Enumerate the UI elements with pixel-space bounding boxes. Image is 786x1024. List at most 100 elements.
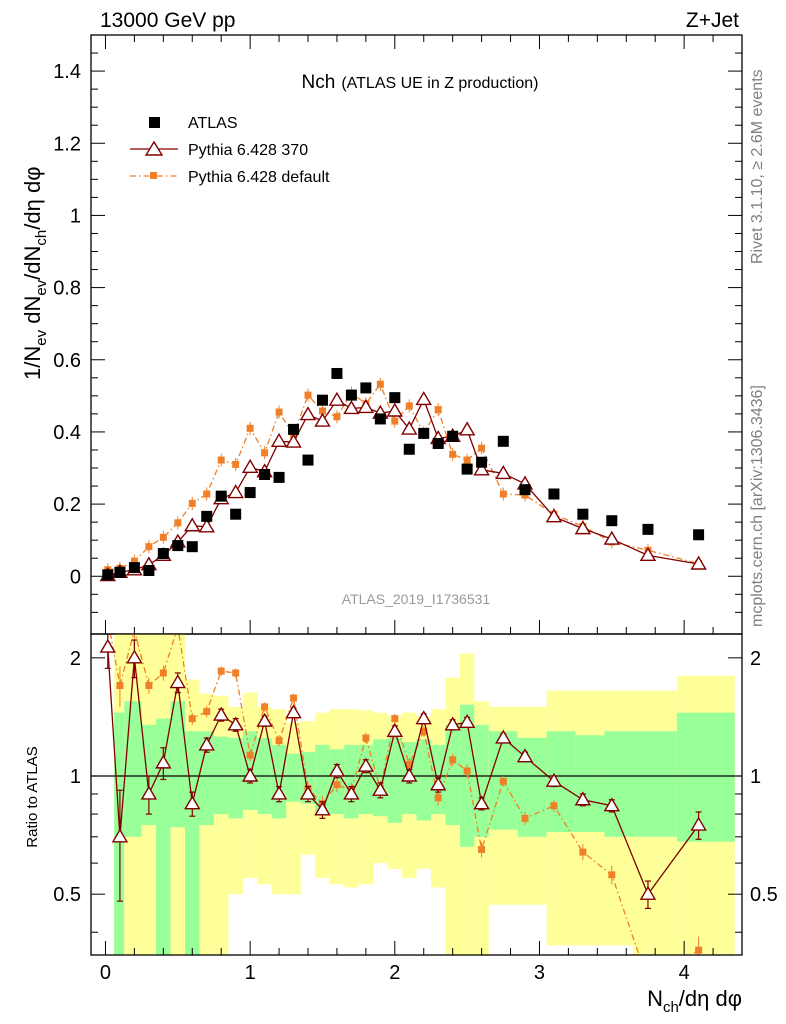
- point-atlas: [172, 540, 184, 552]
- x-tick-label: 1: [245, 962, 256, 984]
- point-pythia-default: [188, 499, 196, 507]
- y-tick-label: 1.4: [53, 61, 81, 83]
- ratio-point-pythia-370: [155, 754, 172, 769]
- point-atlas: [642, 523, 654, 535]
- point-atlas: [497, 435, 509, 447]
- ratio-point-pythia-default: [333, 781, 341, 789]
- point-pythia-default: [130, 557, 138, 565]
- ratio-point-pythia-370: [357, 757, 375, 772]
- ratio-point-pythia-default: [579, 848, 587, 856]
- y-tick-label: 1: [70, 205, 81, 227]
- x-tick-label: 3: [534, 962, 545, 984]
- point-atlas: [288, 423, 300, 435]
- point-pythia-370: [401, 420, 418, 435]
- ratio-point-pythia-default: [174, 623, 181, 630]
- band-green: [286, 753, 301, 802]
- point-atlas: [519, 484, 531, 496]
- point-atlas: [273, 471, 285, 483]
- point-pythia-370: [473, 461, 490, 476]
- ratio-point-pythia-370: [495, 729, 512, 744]
- ratio-point-pythia-default: [217, 667, 225, 675]
- ratio-point-pythia-370: [690, 816, 707, 831]
- point-pythia-370: [386, 402, 404, 417]
- legend-label-pythia-default: Pythia 6.428 default: [188, 169, 330, 186]
- point-pythia-default: [478, 444, 486, 452]
- ratio-point-pythia-370: [574, 791, 592, 806]
- point-atlas: [360, 382, 372, 394]
- band-green: [474, 724, 489, 837]
- main-y-axis: 0 0.2 0.4 0.6 0.8 1 1.2 1.4: [53, 52, 742, 613]
- x-axis-label: Nch/dη dφ: [647, 986, 742, 1016]
- ratio-point-pythia-default: [550, 802, 558, 810]
- ratio-point-pythia-370: [140, 785, 158, 800]
- point-atlas: [693, 529, 705, 541]
- point-pythia-370: [603, 530, 621, 545]
- ratio-point-pythia-370: [241, 767, 259, 782]
- band-yellow: [213, 695, 229, 955]
- point-atlas: [259, 469, 271, 481]
- ratio-point-pythia-default: [261, 703, 269, 711]
- ratio-point-pythia-default: [434, 794, 442, 802]
- point-atlas: [331, 367, 343, 379]
- ratio-point-pythia-default: [362, 734, 370, 742]
- ratio-point-pythia-default: [420, 727, 428, 735]
- ratio-point-pythia-default: [644, 978, 651, 985]
- band-green: [373, 739, 388, 817]
- ratio-point-pythia-370: [401, 767, 418, 782]
- point-atlas: [403, 443, 415, 455]
- ratio-point-pythia-default: [246, 751, 254, 759]
- x-tick-label: 0: [100, 962, 111, 984]
- point-pythia-default: [174, 519, 182, 527]
- ratio-point-pythia-370: [169, 674, 187, 689]
- ratio-y-axis: 0.5 1 2 0.5 1 2: [53, 648, 778, 933]
- point-atlas: [418, 427, 430, 439]
- y-tick-label: 0.4: [53, 422, 81, 444]
- point-pythia-370: [495, 465, 512, 480]
- point-pythia-370: [299, 406, 317, 421]
- point-atlas: [345, 389, 357, 401]
- plot-title: Nch (ATLAS UE in Z production): [302, 72, 539, 93]
- band-green: [604, 731, 634, 837]
- ratio-plot-frame: [90, 633, 743, 956]
- point-pythia-370: [415, 391, 432, 406]
- ratio-y-tick-label-right: 0.5: [750, 884, 778, 906]
- point-atlas: [606, 515, 618, 527]
- point-atlas: [114, 566, 126, 578]
- point-pythia-370: [270, 432, 288, 448]
- process-label: Z+Jet: [686, 9, 739, 32]
- ratio-y-axis-label: Ratio to ATLAS: [24, 746, 41, 847]
- band-green: [199, 731, 214, 826]
- legend-entry-pythia-370: Pythia 6.428 370: [130, 140, 308, 159]
- point-atlas: [432, 437, 444, 449]
- point-pythia-370: [458, 421, 476, 436]
- point-pythia-default: [145, 543, 153, 551]
- point-pythia-default: [275, 408, 283, 416]
- x-tick-label: 4: [679, 962, 690, 984]
- point-pythia-default: [333, 413, 341, 421]
- ratio-point-pythia-370: [639, 885, 657, 900]
- point-atlas: [461, 463, 473, 475]
- ratio-point-pythia-default: [275, 737, 283, 745]
- point-pythia-370: [198, 518, 215, 533]
- ratio-point-pythia-370: [458, 713, 476, 729]
- ratio-point-pythia-370: [126, 649, 143, 664]
- point-pythia-default: [217, 456, 225, 464]
- ratio-y-tick-label-right: 1: [750, 766, 761, 788]
- point-pythia-370: [639, 546, 657, 562]
- legend-entry-pythia-default: Pythia 6.428 default: [130, 169, 330, 186]
- band-green: [416, 739, 431, 821]
- ratio-point-pythia-default: [695, 946, 703, 954]
- plot-subtitle: (ATLAS UE in Z production): [341, 75, 538, 92]
- ratio-point-pythia-370: [256, 712, 273, 727]
- ratio-point-pythia-370: [328, 762, 346, 777]
- band-yellow: [286, 722, 301, 895]
- ratio-point-pythia-370: [184, 795, 201, 810]
- ratio-y-tick-label-left: 0.5: [53, 884, 81, 906]
- band-green: [517, 737, 547, 837]
- ratio-point-pythia-370: [343, 785, 360, 800]
- point-pythia-370: [227, 484, 244, 499]
- ratio-point-pythia-370: [299, 785, 317, 800]
- point-atlas: [230, 508, 242, 520]
- point-atlas: [447, 430, 459, 442]
